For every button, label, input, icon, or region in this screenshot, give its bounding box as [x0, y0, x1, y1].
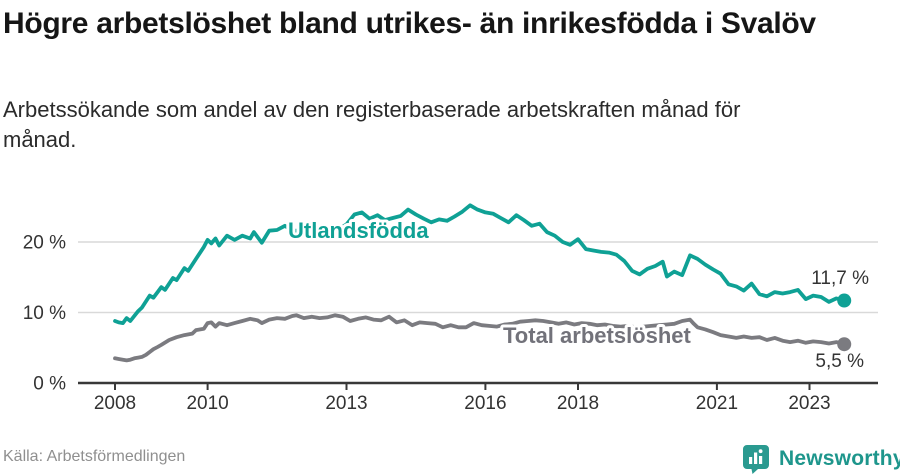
x-tick-label-2016: 2016: [464, 393, 506, 414]
series-end-dot-utlandsfodda: [837, 293, 852, 308]
newsworthy-chart-bubble-icon: [743, 445, 769, 474]
y-axis-labels: 0 % 10 % 20 %: [23, 233, 66, 395]
end-value-label-utlandsfodda: 11,7 %: [811, 268, 869, 289]
bar-short: [749, 457, 753, 464]
x-tick-label-2013: 2013: [325, 393, 367, 414]
series-end-dot-total: [837, 337, 852, 352]
y-tick-label-20: 20 %: [23, 233, 66, 254]
x-tick-label-2008: 2008: [94, 393, 136, 414]
series-line-total: [113, 313, 847, 363]
series-line-utlandsfodda: [113, 203, 847, 326]
series-end-value-labels: 11,7 % 5,5 %: [811, 268, 869, 372]
page-subtitle: Arbetssökande som andel av den registerb…: [3, 97, 741, 152]
newsworthy-brand: Newsworthy: [742, 444, 900, 474]
bar-medium: [759, 456, 763, 464]
exclamation-dot: [758, 449, 763, 454]
brand-name: Newsworthy: [779, 447, 900, 470]
series-end-dots: [837, 293, 852, 352]
source-note: Källa: Arbetsförmedlingen: [3, 448, 186, 465]
x-tick-label-2021: 2021: [696, 393, 738, 414]
series-inline-labels: Utlandsfödda Total arbetslöshet: [285, 215, 695, 351]
series-label-total-arbetsloshet: Total arbetslöshet: [503, 323, 692, 348]
y-tick-label-0: 0 %: [33, 374, 66, 395]
x-tick-label-2018: 2018: [557, 393, 599, 414]
x-axis: 2008 2010 2013 2016 2018 2021 2023: [78, 381, 878, 414]
series-label-utlandsfodda: Utlandsfödda: [288, 218, 429, 243]
y-tick-label-10: 10 %: [23, 303, 66, 324]
end-value-label-total: 5,5 %: [815, 351, 864, 372]
bar-tall: [754, 452, 758, 464]
page-title: Högre arbetslöshet bland utrikes- än inr…: [3, 7, 816, 40]
x-tick-label-2010: 2010: [186, 393, 228, 414]
x-tick-label-2023: 2023: [788, 393, 830, 414]
series-lines: [113, 203, 847, 363]
